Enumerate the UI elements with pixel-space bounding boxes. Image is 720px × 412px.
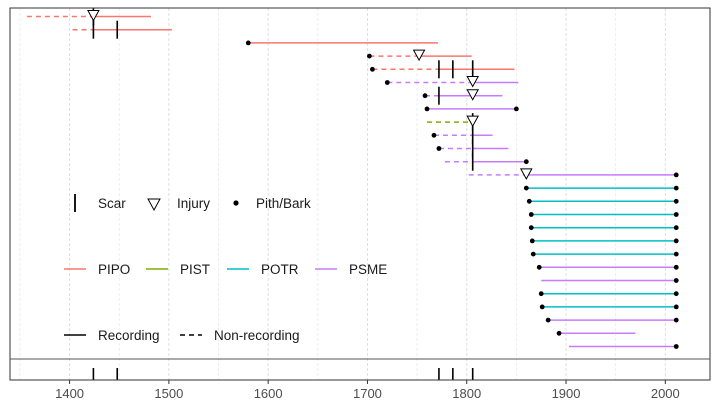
pith-marker — [422, 93, 428, 99]
injury-marker — [466, 115, 480, 128]
bark-marker — [673, 264, 679, 270]
pith-marker — [528, 212, 534, 217]
series-row — [541, 278, 679, 283]
x-tick-label: 1900 — [552, 386, 581, 401]
pith-marker — [370, 66, 375, 72]
series-row — [26, 7, 151, 26]
series-row — [468, 168, 679, 180]
bark-marker — [513, 106, 519, 112]
pith-marker — [367, 53, 372, 59]
series-row — [530, 251, 679, 257]
series-row — [536, 264, 679, 270]
series-row — [72, 20, 172, 39]
bark-marker — [673, 304, 679, 310]
legend-injury-label: Injury — [177, 196, 210, 211]
series-row — [539, 304, 679, 310]
bark-marker — [673, 185, 679, 191]
injury-marker — [412, 49, 426, 62]
bark-marker — [673, 198, 679, 204]
series-layer — [26, 7, 679, 349]
pith-marker — [245, 40, 251, 46]
series-row — [436, 139, 509, 158]
legend-scar-label: Scar — [98, 196, 126, 211]
bark-marker — [673, 317, 679, 323]
series-row — [427, 113, 480, 132]
pith-marker — [526, 198, 532, 204]
series-row — [556, 330, 636, 336]
pith-marker — [545, 317, 551, 323]
x-tick-label: 1600 — [254, 386, 283, 401]
bark-marker — [673, 225, 679, 231]
bark-marker — [523, 159, 529, 165]
pith-marker — [556, 330, 562, 336]
bark-marker — [673, 212, 679, 217]
pith-marker — [539, 304, 545, 310]
grid-lines — [19, 8, 666, 380]
x-tick-label: 2000 — [651, 386, 680, 401]
pith-marker — [538, 291, 544, 297]
series-row — [569, 344, 679, 349]
x-tick-label: 1800 — [452, 386, 481, 401]
x-axis: 1400 1500 1600 1700 1800 1900 2000 — [55, 380, 680, 401]
legend-pipo-label: PIPO — [98, 262, 130, 277]
legend-potr-label: POTR — [261, 262, 299, 277]
legend-recording-label: Recording — [98, 328, 160, 343]
legend-pist-label: PIST — [180, 262, 210, 277]
injury-marker — [87, 10, 100, 22]
x-tick-label: 1400 — [55, 386, 84, 401]
legend-psme-label: PSME — [349, 262, 387, 277]
injury-marker — [466, 89, 480, 101]
injury-marker — [466, 76, 480, 88]
series-row — [526, 198, 679, 204]
x-tick-label: 1700 — [353, 386, 382, 401]
bark-marker — [673, 291, 679, 297]
series-row — [367, 49, 472, 62]
series-row — [245, 40, 438, 46]
bark-marker — [673, 278, 679, 283]
pith-marker — [523, 185, 529, 191]
pith-marker — [384, 80, 390, 85]
injury-marker — [519, 168, 533, 180]
series-row — [384, 76, 519, 88]
pith-marker — [436, 146, 442, 151]
pith-marker — [529, 238, 535, 244]
pith-marker — [431, 132, 437, 138]
series-row — [422, 86, 503, 105]
series-row — [529, 238, 679, 244]
series-row — [424, 106, 519, 112]
x-tick-label: 1500 — [154, 386, 183, 401]
series-row — [528, 212, 679, 217]
bark-marker — [673, 251, 679, 257]
pith-marker — [424, 106, 430, 112]
series-row — [523, 185, 679, 191]
plot-border — [9, 7, 711, 381]
legend-non-recording-label: Non-recording — [214, 328, 300, 343]
composite-panel — [92, 368, 474, 380]
series-row — [444, 152, 529, 171]
legend: Scar Injury Pith/Bark PIPO PIST POTR PSM… — [64, 194, 387, 343]
series-row — [538, 291, 679, 297]
pith-marker — [528, 225, 534, 231]
pith-marker — [536, 264, 542, 270]
legend-pith-bark-key — [233, 200, 239, 206]
bark-marker — [673, 172, 679, 178]
legend-injury-key — [147, 198, 161, 212]
pith-marker — [530, 251, 536, 257]
series-row — [545, 317, 679, 323]
series-row — [528, 225, 679, 231]
series-row — [370, 60, 515, 79]
bark-marker — [673, 238, 679, 244]
legend-pith-bark-label: Pith/Bark — [256, 196, 311, 211]
bark-marker — [673, 344, 679, 349]
